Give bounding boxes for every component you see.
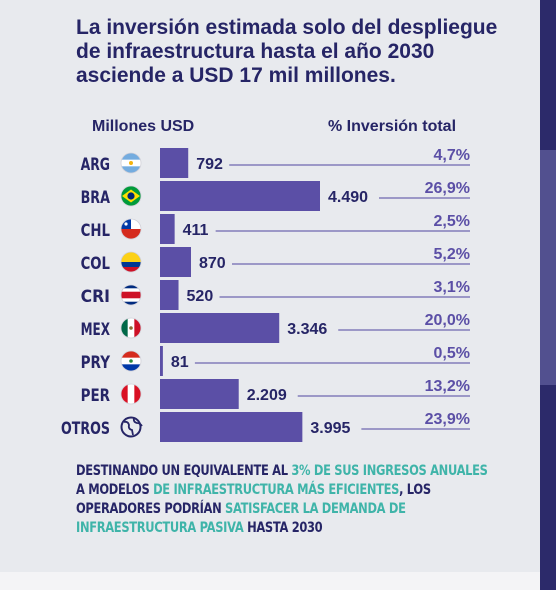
country-label: PRY bbox=[81, 353, 111, 373]
globe-icon bbox=[120, 416, 143, 438]
bar-row-arg: ARG 792 4,7% bbox=[81, 147, 470, 178]
percent-label: 26,9% bbox=[425, 180, 470, 197]
value-label: 4.490 bbox=[328, 189, 368, 206]
country-label: MEX bbox=[81, 320, 110, 340]
footer-text: HASTA 2030 bbox=[243, 520, 323, 536]
footer-text: DESTINANDO UN EQUIVALENTE AL bbox=[76, 463, 292, 479]
value-label: 870 bbox=[199, 255, 226, 272]
footer-line-2: A MODELOS DE INFRAESTRUCTURA MÁS EFICIEN… bbox=[76, 481, 437, 500]
footer-highlight: 3% DE SUS INGRESOS ANUALES bbox=[291, 463, 488, 479]
infographic-card bbox=[0, 0, 540, 572]
bar-row-mex: MEX 3.346 20,0% bbox=[81, 312, 470, 343]
bar bbox=[160, 148, 189, 178]
footer-line-1: DESTINANDO UN EQUIVALENTE AL 3% DE SUS I… bbox=[76, 462, 488, 481]
bar-row-otros: OTROS 3.995 23,9% bbox=[61, 411, 470, 442]
footer-text: , LOS bbox=[399, 482, 431, 498]
country-label: ARG bbox=[81, 155, 110, 175]
footer-statement: DESTINANDO UN EQUIVALENTE AL 3% DE SUS I… bbox=[76, 462, 488, 538]
value-label: 792 bbox=[196, 156, 223, 173]
bar bbox=[160, 181, 320, 211]
bar-row-pry: PRY 81 0,5% bbox=[81, 345, 470, 376]
side-strip-highlight bbox=[540, 150, 556, 385]
country-label: CRI bbox=[81, 287, 110, 307]
flag-brazil-icon bbox=[120, 185, 142, 207]
percent-label: 3,1% bbox=[434, 279, 470, 296]
percent-column-header: % Inversión total bbox=[328, 118, 457, 135]
investment-bar-chart: ARG 792 4,7% BRA 4.490 26,9% CHL 411 2,5% COL 870 5… bbox=[61, 147, 470, 442]
country-label: OTROS bbox=[61, 419, 110, 439]
footer-highlight: INFRAESTRUCTURA PASIVA bbox=[76, 520, 244, 536]
country-label: COL bbox=[81, 254, 111, 274]
flag-peru-icon bbox=[120, 383, 142, 405]
infographic-title: La inversión estimada solo del despliegu… bbox=[76, 16, 498, 87]
footer-text: A MODELOS bbox=[76, 482, 154, 498]
country-label: PER bbox=[81, 386, 110, 406]
value-label: 3.995 bbox=[310, 420, 350, 437]
percent-label: 0,5% bbox=[434, 345, 470, 362]
bar-row-chl: CHL 411 2,5% bbox=[81, 213, 470, 244]
flag-mexico-icon bbox=[120, 317, 142, 339]
footer-highlight: SATISFACER LA DEMANDA DE bbox=[225, 501, 406, 517]
country-label: CHL bbox=[81, 221, 111, 241]
footer-line-3: OPERADORES PODRÍAN SATISFACER LA DEMANDA… bbox=[76, 500, 437, 519]
bar bbox=[160, 412, 303, 442]
flag-costa-rica-icon bbox=[120, 284, 142, 306]
footer-text: OPERADORES PODRÍAN bbox=[76, 501, 226, 517]
value-label: 2.209 bbox=[247, 387, 287, 404]
value-label: 520 bbox=[187, 288, 214, 305]
bar bbox=[160, 313, 280, 343]
percent-label: 13,2% bbox=[425, 378, 470, 395]
country-label: BRA bbox=[81, 188, 111, 208]
percent-label: 5,2% bbox=[434, 246, 470, 263]
flag-chile-icon bbox=[120, 218, 142, 240]
flag-argentina-icon bbox=[120, 152, 142, 174]
bar-row-col: COL 870 5,2% bbox=[81, 246, 470, 277]
values-column-header: Millones USD bbox=[92, 118, 195, 135]
bar bbox=[160, 346, 163, 376]
flag-paraguay-icon bbox=[120, 350, 142, 372]
bar-row-cri: CRI 520 3,1% bbox=[81, 279, 470, 310]
footer-highlight: DE INFRAESTRUCTURA MÁS EFICIENTES bbox=[153, 482, 400, 498]
bottom-strip bbox=[0, 572, 540, 590]
bar-row-bra: BRA 4.490 26,9% bbox=[81, 180, 470, 211]
percent-label: 23,9% bbox=[425, 411, 470, 428]
flag-colombia-icon bbox=[120, 251, 142, 273]
bar bbox=[160, 379, 239, 409]
value-label: 81 bbox=[171, 354, 189, 371]
bar bbox=[160, 280, 179, 310]
percent-label: 20,0% bbox=[425, 312, 470, 329]
value-label: 411 bbox=[183, 222, 209, 239]
bar bbox=[160, 214, 175, 244]
footer-line-4: INFRAESTRUCTURA PASIVA HASTA 2030 bbox=[76, 519, 437, 538]
percent-label: 4,7% bbox=[434, 147, 470, 164]
bar bbox=[160, 247, 192, 277]
percent-label: 2,5% bbox=[434, 213, 470, 230]
value-label: 3.346 bbox=[287, 321, 327, 338]
bar-row-per: PER 2.209 13,2% bbox=[81, 378, 470, 409]
